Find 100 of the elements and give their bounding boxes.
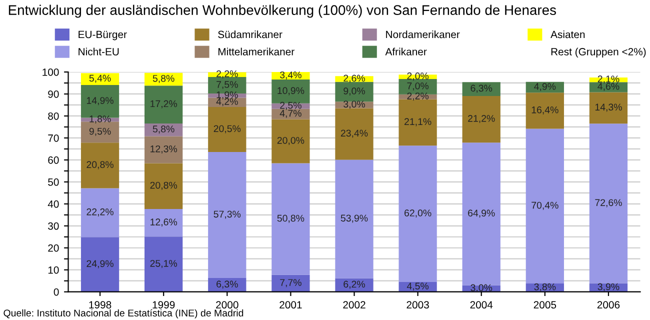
bar xyxy=(589,92,628,124)
data-label: 2,0% xyxy=(407,72,429,81)
data-label: 20,5% xyxy=(214,125,241,134)
legend-label: Asiaten xyxy=(550,30,585,38)
y-tick-label: 70 xyxy=(48,134,59,142)
x-tick-label: 2003 xyxy=(406,301,429,309)
data-label: 4,5% xyxy=(406,282,429,291)
data-label: 3,8% xyxy=(534,283,556,292)
data-label: 2,2% xyxy=(407,92,429,101)
bar xyxy=(462,82,500,96)
x-tick-label: 2006 xyxy=(597,301,620,309)
x-tick-label: 1998 xyxy=(89,301,112,309)
data-label: 4,2% xyxy=(216,98,238,106)
bar xyxy=(80,188,120,238)
y-tick-label: 60 xyxy=(48,156,59,164)
bar xyxy=(526,128,564,284)
text: Rest (Gruppen <2%) xyxy=(551,48,646,58)
data-label: 24,9% xyxy=(86,260,114,268)
data-label: 20,8% xyxy=(86,161,114,170)
y-tick-label: 100 xyxy=(42,68,59,76)
data-label: 70,4% xyxy=(532,202,558,210)
source-note: Quelle: Instituto Nacional de Estatística (INE) de Madrid xyxy=(4,309,244,318)
bar xyxy=(144,236,183,292)
bar xyxy=(144,86,183,124)
bar xyxy=(462,96,500,143)
data-label: 25,1% xyxy=(150,260,178,268)
data-label: 14,9% xyxy=(86,97,114,106)
data-label: 64,9% xyxy=(468,210,495,218)
data-label: 20,8% xyxy=(150,182,178,190)
data-label: 2,5% xyxy=(280,102,302,110)
y-tick-label: 50 xyxy=(48,178,59,186)
data-label: 57,3% xyxy=(214,210,241,219)
bar xyxy=(398,146,437,282)
data-label: 17,2% xyxy=(150,100,178,108)
data-label: 6,2% xyxy=(344,280,365,289)
y-tick-label: 0 xyxy=(54,288,59,296)
data-label: 7,7% xyxy=(280,279,302,288)
data-label: 4,6% xyxy=(598,82,620,91)
data-label: 53,9% xyxy=(340,214,368,223)
y-tick-label: 30 xyxy=(48,222,59,230)
data-label: 16,4% xyxy=(532,106,558,114)
data-label: 2,6% xyxy=(344,74,365,83)
bar xyxy=(144,208,183,237)
bar xyxy=(272,274,310,292)
bar xyxy=(335,160,374,278)
data-label: 3,0% xyxy=(344,100,365,109)
data-label: 1,8% xyxy=(90,115,111,124)
bar xyxy=(398,99,437,146)
bar xyxy=(144,136,183,164)
data-label: 22,2% xyxy=(86,208,114,216)
bar xyxy=(335,82,374,102)
bar xyxy=(208,106,246,152)
data-label: 7,0% xyxy=(407,82,429,90)
data-label: 5,4% xyxy=(89,74,111,83)
x-tick-label: 2001 xyxy=(280,301,302,309)
data-label: 6,3% xyxy=(470,84,492,93)
data-label: 1,9% xyxy=(216,91,238,100)
data-label: 50,8% xyxy=(277,214,304,223)
bar xyxy=(335,278,374,292)
bar xyxy=(80,73,120,85)
data-label: 9,0% xyxy=(344,88,365,96)
bar xyxy=(80,122,120,143)
data-label: 20,0% xyxy=(277,136,304,146)
y-tick-label: 10 xyxy=(48,266,59,274)
bar xyxy=(335,102,374,108)
data-label: 21,1% xyxy=(404,118,432,126)
data-label: 9,5% xyxy=(89,128,111,136)
x-tick-label: 2000 xyxy=(216,301,238,309)
bar xyxy=(80,237,120,292)
y-tick-label: 90 xyxy=(48,90,59,98)
data-label: 12,6% xyxy=(150,218,178,227)
legend-label: Afrikaner xyxy=(385,48,427,56)
x-tick-label: 1999 xyxy=(152,301,175,309)
data-label: 21,2% xyxy=(468,114,495,124)
bar xyxy=(526,92,564,129)
y-tick-label: 80 xyxy=(48,112,59,120)
legend-label: Südamrikaner xyxy=(218,30,282,38)
bar xyxy=(272,79,310,104)
bar xyxy=(272,119,310,164)
bar xyxy=(272,163,310,275)
data-label: 2,2% xyxy=(216,70,238,78)
x-tick-label: 2005 xyxy=(534,301,556,309)
bar xyxy=(589,124,628,284)
bar xyxy=(80,142,120,188)
data-label: 3,9% xyxy=(598,283,620,292)
data-label: 10,9% xyxy=(278,87,304,96)
bar xyxy=(398,79,437,94)
data-label: 5,8% xyxy=(152,74,174,84)
data-label: 72,6% xyxy=(595,199,622,208)
bar xyxy=(144,163,183,209)
x-tick-label: 2004 xyxy=(470,301,493,309)
bar xyxy=(335,76,374,82)
bar xyxy=(272,108,310,120)
legend-label: EU-Bürger xyxy=(78,30,127,40)
y-tick-label: 40 xyxy=(48,200,59,208)
bar xyxy=(462,142,500,286)
data-label: 7,5% xyxy=(216,81,238,90)
data-label: 12,3% xyxy=(150,145,178,154)
data-label: 4,7% xyxy=(280,110,302,118)
data-label: 3,4% xyxy=(280,71,302,80)
